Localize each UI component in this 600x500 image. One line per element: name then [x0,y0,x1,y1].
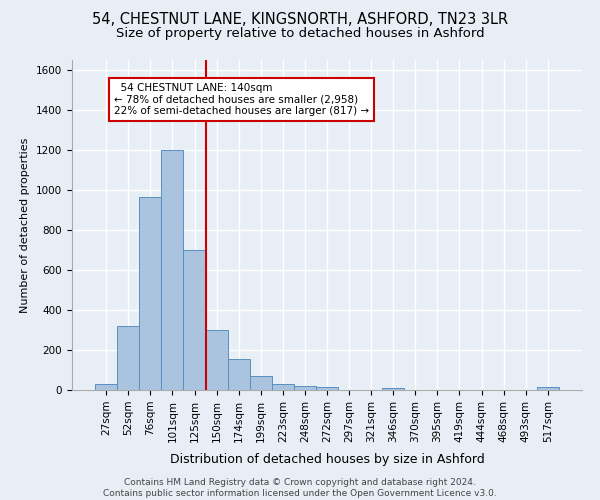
Bar [117,326,139,390]
Bar [95,384,117,390]
Text: Size of property relative to detached houses in Ashford: Size of property relative to detached ho… [116,28,484,40]
Bar [161,150,184,390]
Text: 54 CHESTNUT LANE: 140sqm
← 78% of detached houses are smaller (2,958)
22% of sem: 54 CHESTNUT LANE: 140sqm ← 78% of detach… [114,83,369,116]
Bar [184,250,206,390]
Bar [294,386,316,390]
Text: 54, CHESTNUT LANE, KINGSNORTH, ASHFORD, TN23 3LR: 54, CHESTNUT LANE, KINGSNORTH, ASHFORD, … [92,12,508,28]
Bar [250,376,272,390]
Bar [272,384,294,390]
Y-axis label: Number of detached properties: Number of detached properties [20,138,31,312]
Bar [139,197,161,390]
Bar [382,388,404,390]
X-axis label: Distribution of detached houses by size in Ashford: Distribution of detached houses by size … [170,453,484,466]
Bar [537,388,559,390]
Text: Contains HM Land Registry data © Crown copyright and database right 2024.
Contai: Contains HM Land Registry data © Crown c… [103,478,497,498]
Bar [227,359,250,390]
Bar [316,387,338,390]
Bar [206,330,227,390]
